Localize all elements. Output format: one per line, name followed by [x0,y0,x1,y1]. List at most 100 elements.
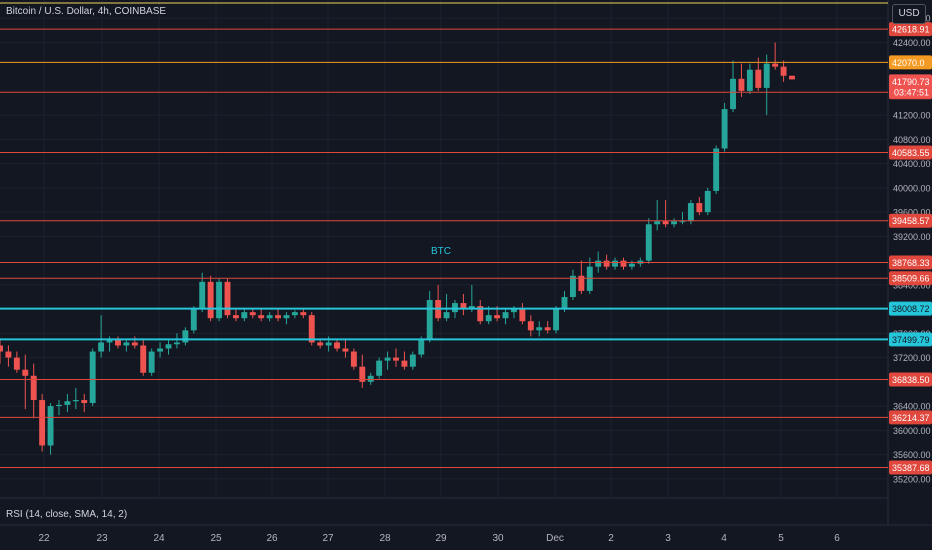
x-tick-label: 22 [38,533,50,544]
rsi-indicator-label[interactable]: RSI (14, close, SMA, 14, 2) [6,509,128,520]
level-price-label: 38509.66 [892,274,930,284]
x-tick-label: 28 [379,533,391,544]
level-price-label: 42070.0 [892,58,925,68]
y-tick-label: 38400.00 [893,280,931,290]
y-tick-label: 40800.00 [893,135,931,145]
candle-body [780,66,787,76]
x-tick-label: 24 [153,533,165,544]
candle-body [645,224,652,261]
candle-body [679,221,686,223]
candle-body [334,342,340,349]
candle-body [376,360,383,376]
candle-body [485,315,492,322]
candle-body [393,357,399,361]
x-tick-label: 23 [96,533,108,544]
candle-body [401,360,408,367]
candle-body [115,339,121,346]
level-price-label: 38008.72 [892,304,930,314]
candle-body [216,281,223,319]
candle-body [30,375,37,401]
currency-button[interactable]: USD [892,4,926,24]
level-price-label: 37499.79 [892,335,930,345]
candle-body [696,203,703,213]
candle-body [477,306,484,322]
candle-body [721,109,728,149]
candle-body [258,315,265,319]
level-price-tag [889,55,932,70]
level-price-tag [889,301,932,316]
candle-body [81,400,88,404]
candle-body [165,344,172,349]
y-tick-label: 36000.00 [893,426,931,436]
candle-body [123,342,130,346]
x-tick-label: 29 [435,533,447,544]
x-tick-label: 6 [834,533,840,544]
candle-body [325,342,332,346]
candle-body [544,327,551,331]
level-price-label: 36214.37 [892,413,930,423]
x-tick-label: 26 [266,533,278,544]
candle-body [0,345,3,352]
candle-body [654,221,661,225]
candle-body [13,357,20,370]
y-tick-label: 36400.00 [893,402,931,412]
y-tick-label: 35200.00 [893,474,931,484]
candle-body [5,351,12,358]
y-tick-label: 37200.00 [893,353,931,363]
candle-body [72,400,79,402]
candle-body [199,281,206,310]
candle-body [603,260,610,267]
candle-body [738,78,745,91]
level-price-label: 39458.57 [892,216,930,226]
level-price-tag [889,332,932,347]
candle-body [275,315,281,319]
x-tick-label: 5 [778,533,784,544]
candle-body [367,375,374,382]
candle-body [266,315,273,319]
candle-body [426,300,433,340]
candle-body [704,190,711,213]
candle-body [460,303,467,310]
y-tick-label: 35600.00 [893,450,931,460]
y-tick-label: 39600.00 [893,208,931,218]
candle-body [342,348,349,352]
y-tick-label: 40400.00 [893,159,931,169]
candle-body [98,342,105,352]
candle-body [502,312,509,319]
candle-body [772,63,779,67]
candle-body [173,342,180,345]
candle-body [746,69,753,91]
candle-body [283,315,290,319]
countdown-label: 03:47:51 [894,87,929,97]
level-price-label: 40583.55 [892,148,930,158]
candle-body [409,354,416,367]
candle-body [755,69,762,88]
level-price-tag [889,372,932,387]
candle-body [56,404,62,407]
candle-body [578,275,585,291]
candle-body [22,369,29,376]
candle-body [207,281,214,319]
candle-body [39,400,46,446]
candle-body [47,406,54,446]
x-tick-label: Dec [546,533,564,544]
level-price-label: 42618.91 [892,25,930,35]
candle-body [308,315,315,343]
candle-body [671,221,677,225]
candle-body [140,345,147,373]
level-price-tag [889,22,932,37]
candle-body [317,342,324,346]
candle-body [384,357,391,361]
candle-body [595,260,602,267]
candle-body [730,78,736,110]
level-price-tag [889,410,932,425]
chart-title: Bitcoin / U.S. Dollar, 4h, COINBASE [6,6,167,17]
candle-body [620,260,627,267]
level-price-tag [889,213,932,228]
candle-body [157,348,164,352]
candle-body [89,351,96,404]
candle-body [536,327,543,331]
chart-annotation: BTC [431,246,451,257]
